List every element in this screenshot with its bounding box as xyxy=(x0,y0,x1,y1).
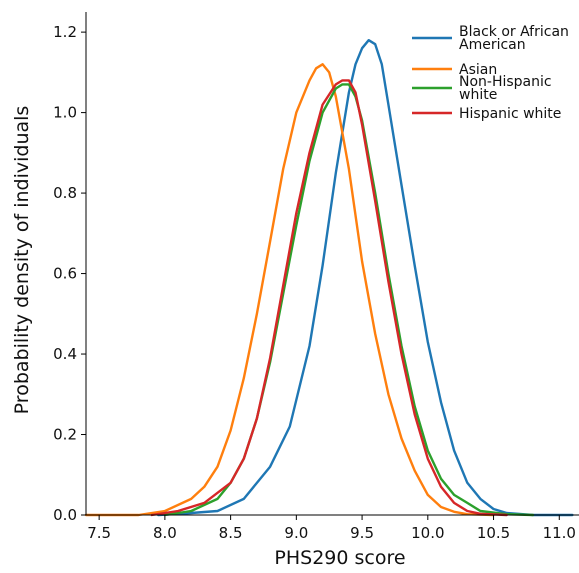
series-line-0 xyxy=(157,39,574,517)
legend-label-1: Asian xyxy=(459,62,497,78)
x-tick-label: 7.5 xyxy=(87,524,111,542)
x-tick-label: 9.5 xyxy=(350,524,374,542)
legend-label-2: white xyxy=(459,87,497,103)
series-line-2 xyxy=(163,83,535,517)
y-tick-label: 1.0 xyxy=(53,104,77,122)
series-line-3 xyxy=(150,79,508,517)
legend-label-0: American xyxy=(459,37,526,53)
y-tick-label: 0.4 xyxy=(53,345,77,363)
x-tick-label: 8.5 xyxy=(219,524,243,542)
axes: 7.5 8.0 8.5 9.0 9.5 10.0 10.5 11.0 0.0 0.2 0.4 0.6 0… xyxy=(53,12,579,542)
y-tick-label: 0.6 xyxy=(53,265,77,283)
x-tick-label: 10.0 xyxy=(411,524,444,542)
legend-label-3: Hispanic white xyxy=(459,106,561,122)
series-line-1 xyxy=(84,63,495,517)
x-tick-label: 10.5 xyxy=(477,524,510,542)
y-axis-title: Probability density of individuals xyxy=(11,106,33,415)
x-tick-label: 11.0 xyxy=(543,524,576,542)
legend-label-2: Non-Hispanic xyxy=(459,74,552,90)
x-tick-label: 8.0 xyxy=(153,524,177,542)
y-tick-label: 1.2 xyxy=(53,23,77,41)
y-tick-label: 0.8 xyxy=(53,184,77,202)
legend-label-0: Black or African xyxy=(459,24,569,40)
y-tick-label: 0.0 xyxy=(53,506,77,524)
x-axis-title: PHS290 score xyxy=(274,547,405,569)
x-tick-label: 9.0 xyxy=(284,524,308,542)
plot-lines xyxy=(84,39,574,517)
y-tick-label: 0.2 xyxy=(53,426,77,444)
